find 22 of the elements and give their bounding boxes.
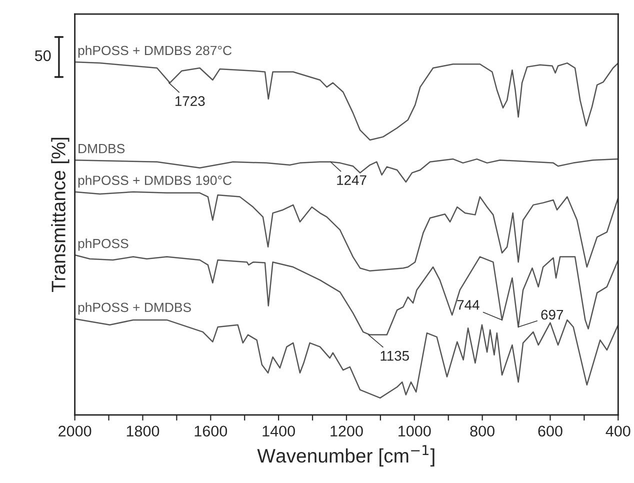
x-axis-title: Wavenumber [cm$^{−1}$]	[257, 445, 434, 467]
x-tick-label: 800	[470, 426, 494, 437]
annotation: 744	[457, 300, 480, 310]
x-tick-label: 1600	[194, 426, 228, 437]
y-axis-title: Transmittance [%]	[51, 138, 70, 292]
x-tick-label: 1200	[330, 426, 363, 437]
series-label: phPOSS	[78, 238, 128, 251]
annotation: 1723	[175, 96, 205, 106]
x-tick-label: 600	[538, 426, 562, 437]
series-label: phPOSS + DMDBS 190°C	[78, 175, 232, 188]
series-label: phPOSS + DMDBS 287°C	[78, 45, 232, 58]
x-tick-label: 1800	[126, 426, 160, 437]
x-tick-label: 1400	[262, 426, 295, 437]
x-tick-label: 400	[606, 426, 630, 437]
series-label: phPOSS + DMDBS	[78, 302, 191, 315]
annotation: 1135	[380, 350, 409, 361]
x-tick-label: 2000	[58, 426, 92, 437]
x-tick-label: 1000	[398, 426, 431, 437]
text: 50	[34, 50, 51, 62]
annotation: 697	[541, 310, 564, 320]
annotation: 1247	[337, 175, 366, 185]
series-label: DMDBS	[78, 144, 125, 154]
